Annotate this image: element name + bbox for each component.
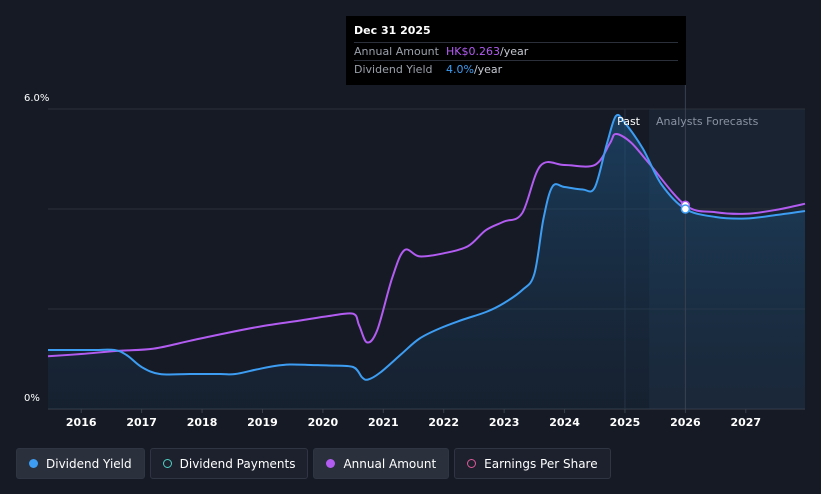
- dividend-chart: 2016 2017 2018 2019 2020 2021 2022 2023 2024 2025…: [24, 85, 806, 429]
- legend-label: Annual Amount: [343, 456, 437, 471]
- analysts-forecasts-label: Analysts Forecasts: [656, 115, 759, 128]
- tooltip-dividend-yield-label: Dividend Yield: [354, 63, 433, 76]
- annual-amount-dot-icon: [326, 459, 336, 468]
- tooltip-dividend-yield-value: 4.0%: [446, 63, 474, 76]
- y-axis-bottom-label: 0%: [24, 393, 40, 404]
- dividend-yield-area: [48, 114, 805, 409]
- legend-label: Dividend Yield: [46, 456, 132, 471]
- x-tick-label: 2025: [610, 416, 641, 429]
- earnings-per-share-ring-icon: [467, 459, 477, 468]
- x-tick-label: 2018: [187, 416, 218, 429]
- annual-amount-line: [47, 133, 806, 358]
- legend-dividend-yield[interactable]: Dividend Yield: [16, 448, 145, 479]
- x-axis: 2016 2017 2018 2019 2020 2021 2022 2023 2024 2025…: [66, 409, 761, 429]
- past-label: Past: [617, 115, 641, 128]
- x-tick-label: 2024: [549, 416, 580, 429]
- x-tick-label: 2027: [730, 416, 761, 429]
- series-lines: [47, 113, 806, 381]
- legend-annual-amount[interactable]: Annual Amount: [313, 448, 450, 479]
- x-tick-label: 2023: [489, 416, 520, 429]
- dividend-yield-marker: [680, 204, 691, 214]
- legend-label: Earnings Per Share: [484, 456, 598, 471]
- tooltip-row-dividend-yield: Dividend Yield 4.0% /year: [354, 60, 678, 78]
- x-tick-label: 2020: [308, 416, 339, 429]
- hover-markers: [680, 200, 691, 214]
- dividend-payments-ring-icon: [162, 459, 172, 468]
- x-tick-label: 2021: [368, 416, 399, 429]
- tooltip-row-annual-amount: Annual Amount HK$0.263 /year: [354, 42, 678, 60]
- tooltip-annual-amount-label: Annual Amount: [354, 45, 439, 58]
- dividend-yield-line: [48, 113, 806, 381]
- x-tick-label: 2022: [428, 416, 459, 429]
- yield-area: [48, 114, 805, 409]
- tooltip-annual-amount-value: HK$0.263: [446, 45, 500, 58]
- dividend-yield-dot-icon: [29, 459, 38, 468]
- legend-earnings-per-share[interactable]: Earnings Per Share: [454, 448, 611, 479]
- tooltip-date: Dec 31 2025: [354, 24, 431, 37]
- tooltip: Dec 31 2025 Annual Amount HK$0.263 /year…: [346, 16, 686, 85]
- x-tick-label: 2026: [670, 416, 701, 429]
- legend-label: Dividend Payments: [179, 456, 296, 471]
- x-tick-label: 2016: [66, 416, 97, 429]
- x-tick-label: 2019: [247, 416, 278, 429]
- legend: Dividend Yield Dividend Payments Annual …: [16, 448, 611, 479]
- x-tick-label: 2017: [126, 416, 157, 429]
- y-axis-top-label: 6.0%: [24, 93, 49, 104]
- tooltip-dividend-yield-suffix: /year: [473, 63, 503, 76]
- tooltip-annual-amount-suffix: /year: [499, 45, 529, 58]
- legend-dividend-payments[interactable]: Dividend Payments: [149, 448, 309, 479]
